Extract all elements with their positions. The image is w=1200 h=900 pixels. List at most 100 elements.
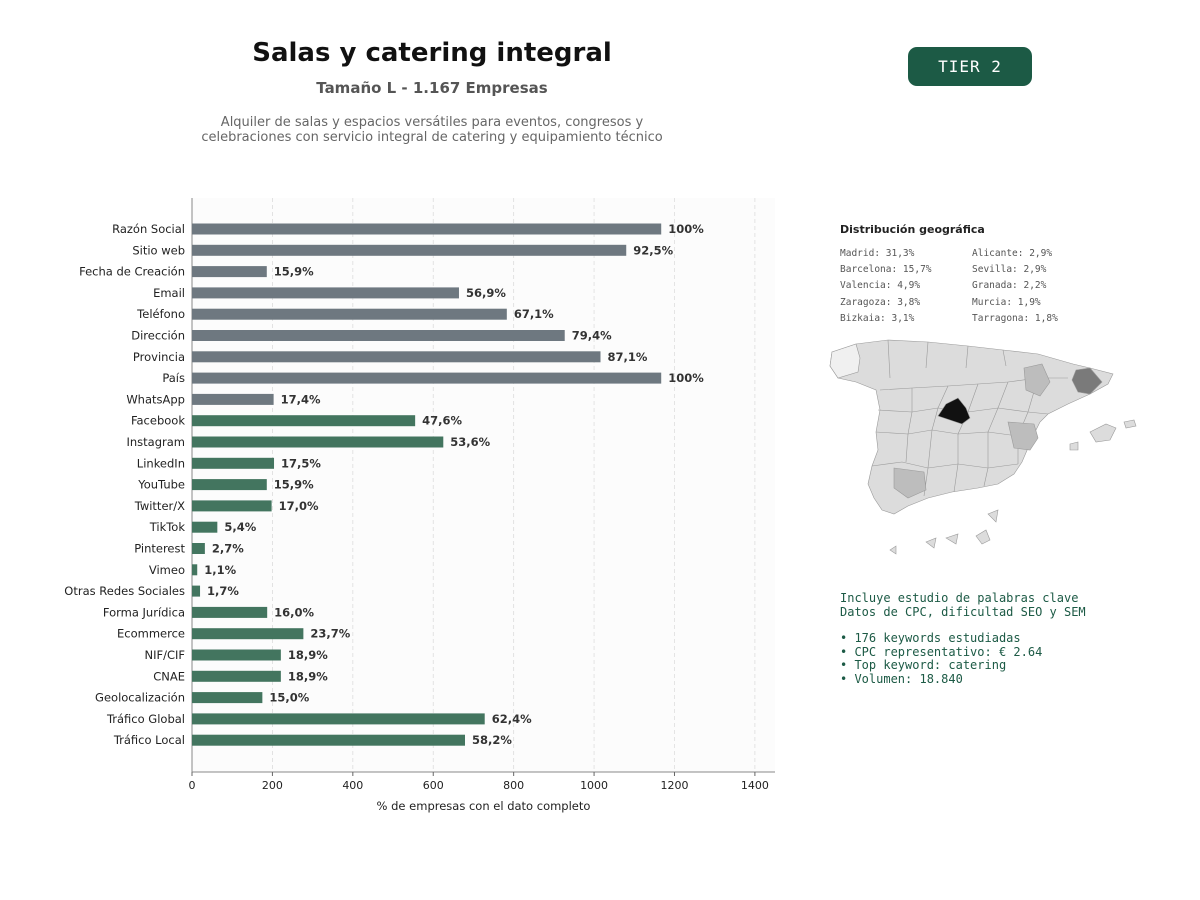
map-canarias-1 [975,529,991,545]
value-label: 100% [668,371,704,385]
bar [192,606,268,618]
category-label: TikTok [149,520,186,534]
value-label: 2,7% [212,542,244,556]
category-label: Otras Redes Sociales [64,584,185,598]
value-label: 18,9% [288,648,328,662]
category-label: Razón Social [112,222,185,236]
keywords-line: Incluye estudio de palabras clave [840,591,1079,605]
value-label: 100% [668,222,704,236]
bar [192,649,281,661]
bar [192,713,485,725]
value-label: 79,4% [572,329,612,343]
category-label: Fecha de Creación [79,265,185,279]
value-label: 17,4% [281,392,321,406]
geo-item: Tarragona: 1,8% [972,312,1058,324]
map-madrid [937,397,971,425]
bar [192,266,267,278]
geo-item: Madrid: 31,3% [840,248,915,259]
value-label: 15,9% [274,478,314,492]
category-label: Dirección [131,329,185,343]
category-label: NIF/CIF [144,648,185,662]
value-label: 47,6% [422,414,462,428]
keywords-line: Datos de CPC, dificultad SEO y SEM [840,604,1086,619]
x-tick-label: 600 [423,779,444,792]
geo-item: Bizkaia: 3,1% [840,312,915,324]
x-tick-label: 1200 [660,779,688,792]
bar [192,628,304,640]
bar [192,692,263,704]
category-label: LinkedIn [137,456,185,470]
category-label: Provincia [133,350,185,364]
x-tick-label: 0 [189,779,196,792]
map-barcelona [1071,367,1103,395]
geo-list-col1: Madrid: 31,3% Barcelona: 15,7% Valencia:… [840,246,932,327]
category-label: Facebook [131,414,185,428]
geo-item: Zaragoza: 3,8% [840,296,921,308]
category-label: Ecommerce [117,627,185,641]
value-label: 15,9% [274,265,314,279]
value-label: 87,1% [608,350,648,364]
map-canarias-3 [945,533,959,545]
value-label: 1,7% [207,584,239,598]
bar [192,351,601,363]
bar [192,287,459,299]
geo-item: Barcelona: 15,7% [840,264,932,276]
bar [192,415,416,427]
value-label: 53,6% [450,435,490,449]
keywords-bullet: • Top keyword: catering [840,658,1007,672]
bar [192,479,267,491]
map-valencia [1007,421,1039,451]
map-canarias-4 [925,537,937,549]
bar-chart: Razón Social 100% Sitio web 92,5% Fecha de C… [64,198,775,813]
bar [192,670,281,682]
bar [192,564,198,576]
bar [192,585,201,597]
map-canarias-2 [987,509,999,523]
bar [192,330,565,341]
bar [192,223,662,235]
keywords-bullet: • 176 keywords estudiadas [840,631,1021,645]
map-galicia [829,343,861,379]
map-peninsula [829,339,1114,515]
value-label: 92,5% [633,243,673,257]
geo-item: Valencia: 4,9% [840,280,921,292]
page-description: Alquiler de salas y espacios versátiles … [182,115,682,145]
bar [192,543,205,554]
geo-item: Alicante: 2,9% [972,248,1053,259]
map-canarias-5 [889,545,897,555]
value-label: 17,0% [279,499,319,513]
value-label: 18,9% [288,669,328,683]
keywords-bullet: • Volumen: 18.840 [840,671,963,686]
bar [192,734,466,746]
tier-badge: TIER 2 [908,47,1032,86]
x-tick-label: 800 [503,779,524,792]
category-label: Forma Jurídica [103,605,185,619]
bar [192,521,218,533]
map-menorca [1123,419,1137,429]
category-label: Email [153,286,185,300]
value-label: 1,1% [204,563,236,577]
geo-item: Murcia: 1,9% [972,296,1041,308]
description-line: Alquiler de salas y espacios versátiles … [220,115,644,130]
keywords-bullet: • CPC representativo: € 2.64 [840,644,1043,659]
geo-list-col2: Alicante: 2,9% Sevilla: 2,9% Granada: 2,… [972,246,1058,327]
category-label: Instagram [126,435,185,449]
category-label: CNAE [153,669,185,683]
map-ibiza [1069,441,1079,451]
geo-distribution-title: Distribución geográfica [840,223,985,236]
value-label: 17,5% [281,456,321,470]
category-label: WhatsApp [126,392,185,406]
category-label: YouTube [137,478,185,492]
value-label: 15,0% [269,691,309,705]
value-label: 62,4% [492,712,532,726]
bar [192,500,272,512]
x-axis-label: % de empresas con el dato completo [377,799,591,813]
x-tick-label: 400 [342,779,363,792]
category-label: Pinterest [134,542,185,556]
category-label: Tráfico Local [113,733,185,747]
category-label: Vimeo [149,563,185,577]
page-title: Salas y catering integral [252,38,612,68]
spain-map [829,339,1137,555]
value-label: 5,4% [224,520,256,534]
category-label: Sitio web [132,243,185,257]
